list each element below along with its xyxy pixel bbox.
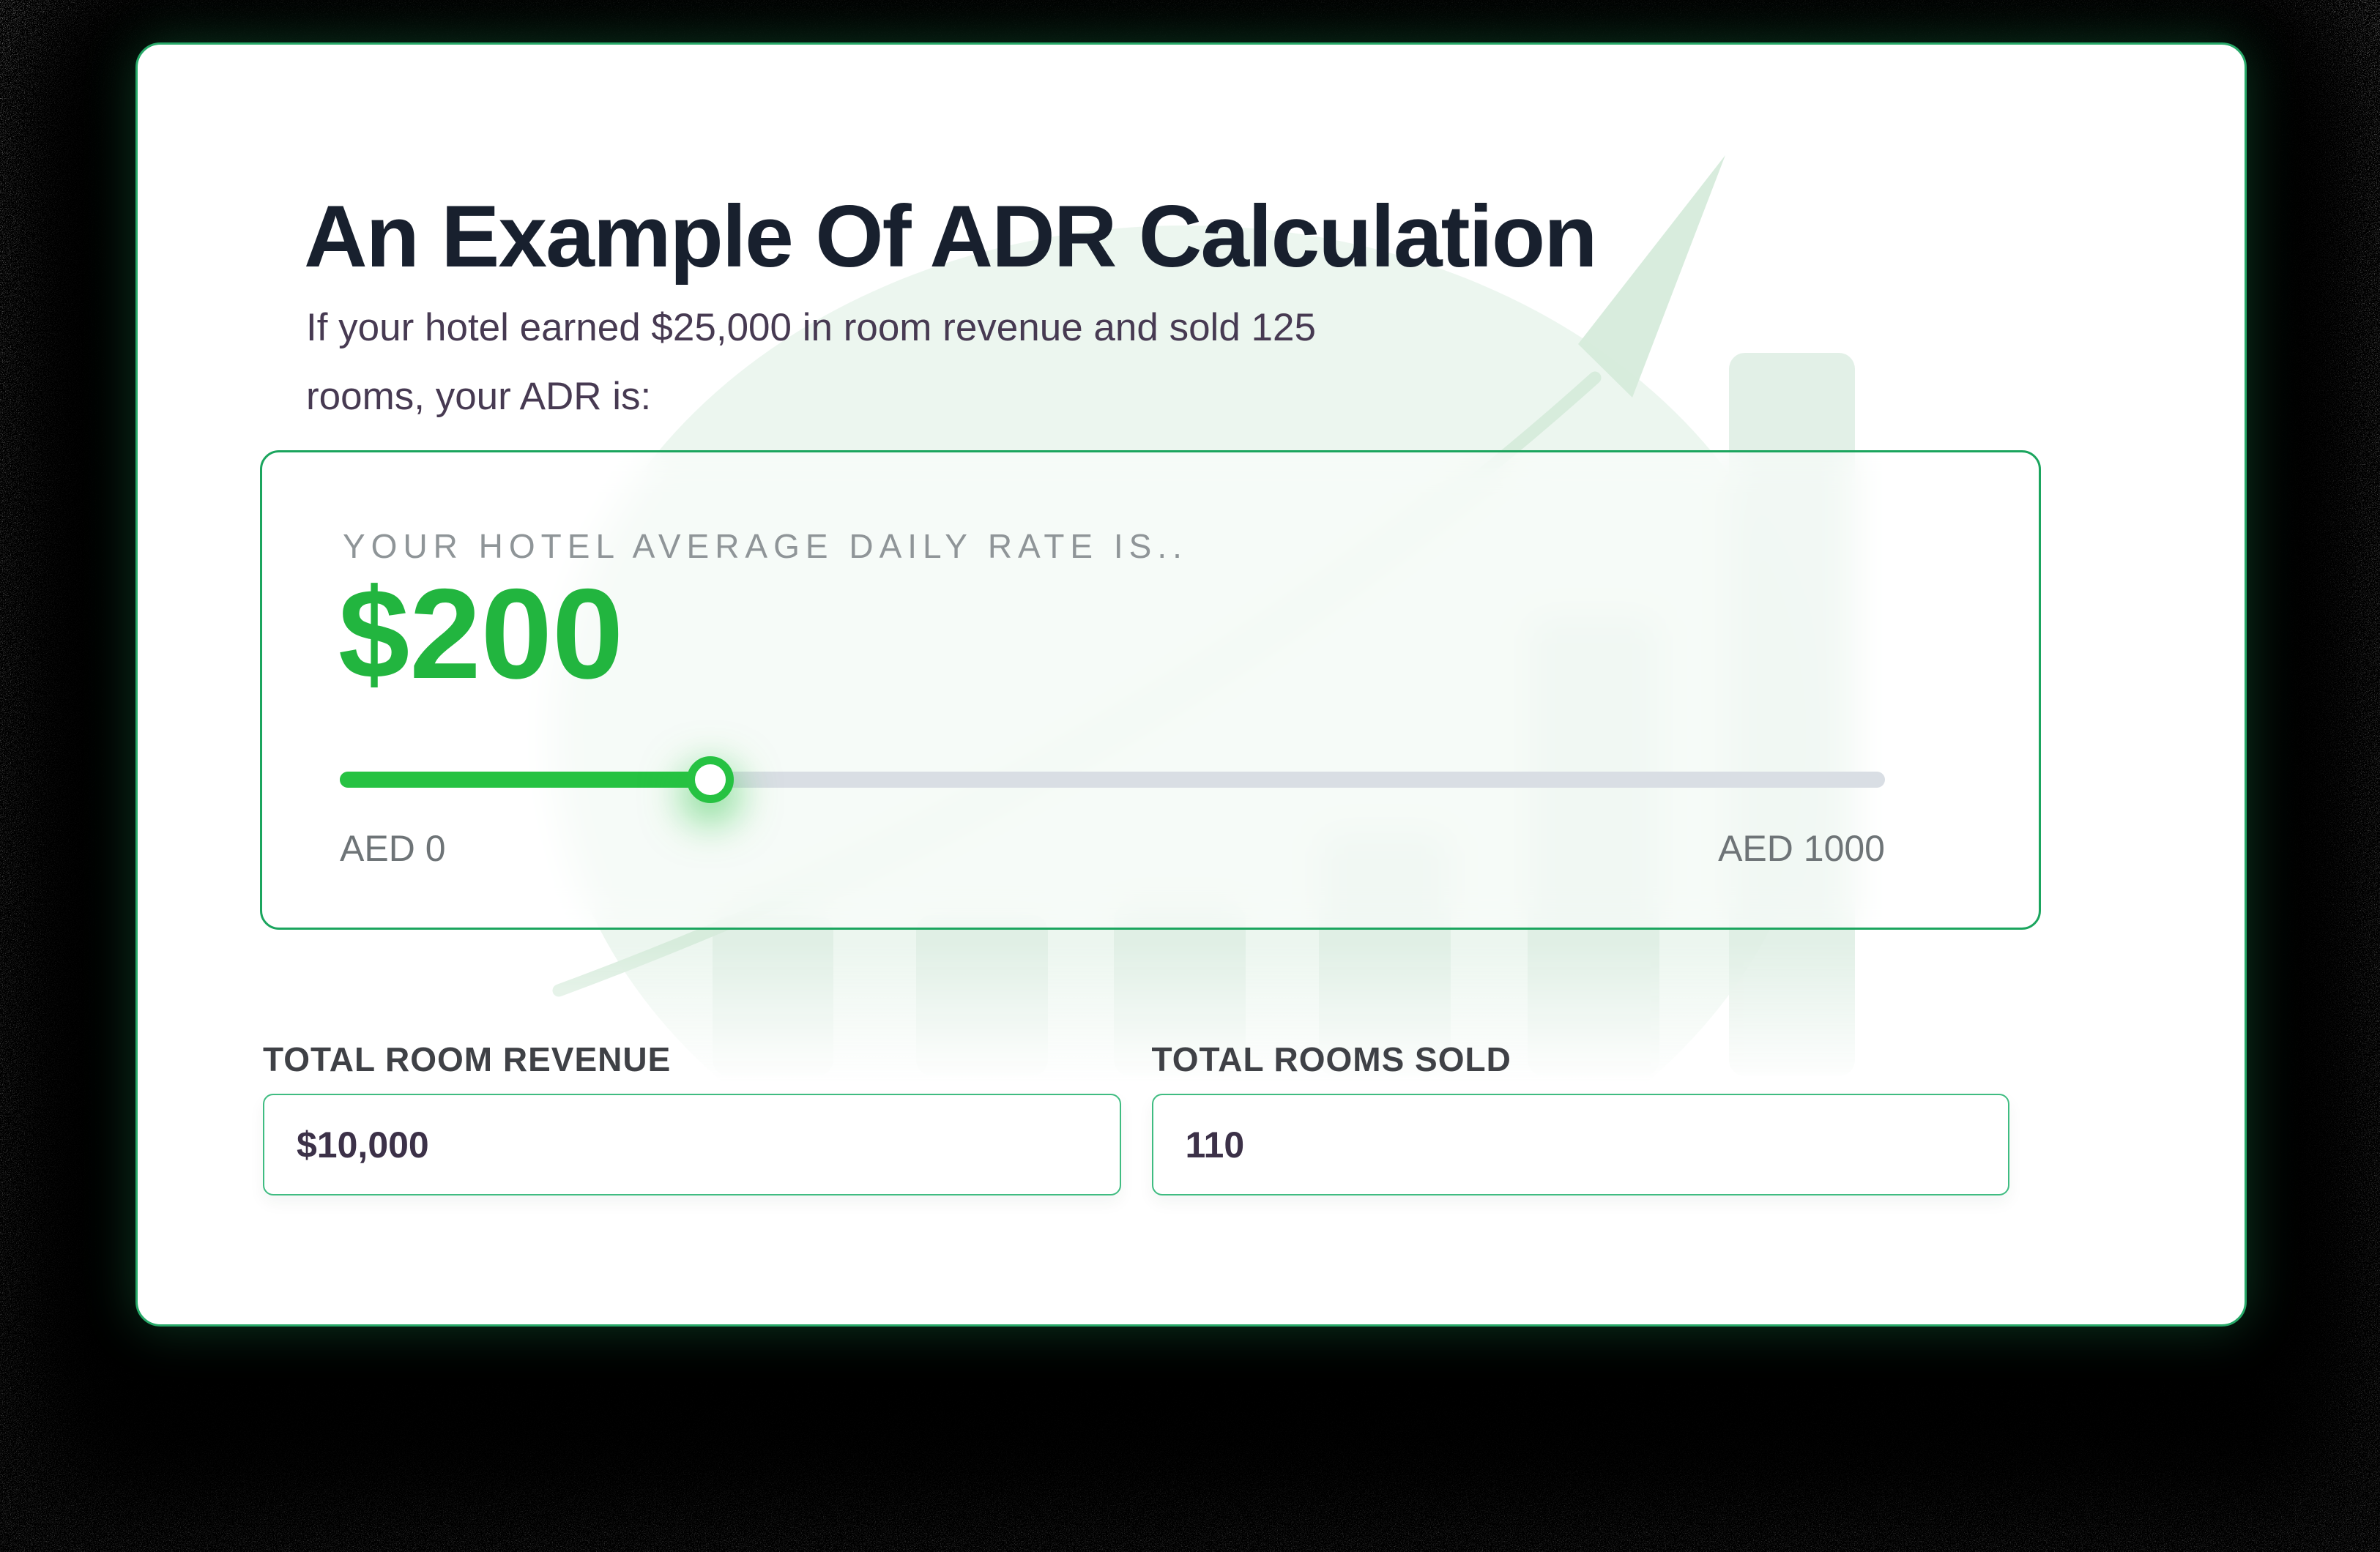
adr-result-label: YOUR HOTEL AVERAGE DAILY RATE IS..	[343, 527, 1188, 565]
adr-calculator-card: An Example Of ADR Calculation If your ho…	[135, 42, 2247, 1327]
total-rooms-sold-label: TOTAL ROOMS SOLD	[1151, 1040, 1511, 1078]
adr-value: $200	[338, 563, 624, 706]
adr-result-panel: YOUR HOTEL AVERAGE DAILY RATE IS.. $200 …	[260, 450, 2041, 930]
slider-max-label: AED 1000	[1718, 828, 1885, 869]
adr-slider[interactable]	[340, 756, 1885, 803]
intro-text-line2: rooms, your ADR is:	[306, 375, 652, 418]
slider-thumb[interactable]	[687, 756, 735, 803]
input-fields-row: TOTAL ROOM REVENUE TOTAL ROOMS SOLD	[263, 1042, 2009, 1195]
total-room-revenue-label: TOTAL ROOM REVENUE	[263, 1040, 672, 1078]
total-rooms-sold-field: TOTAL ROOMS SOLD	[1151, 1040, 2009, 1195]
intro-text-line1: If your hotel earned $25,000 in room rev…	[306, 306, 1316, 349]
slider-range-labels: AED 0 AED 1000	[340, 827, 1885, 870]
total-room-revenue-input[interactable]	[263, 1094, 1121, 1195]
total-room-revenue-field: TOTAL ROOM REVENUE	[263, 1042, 1121, 1195]
slider-min-label: AED 0	[340, 828, 446, 869]
intro-text: If your hotel earned $25,000 in room rev…	[306, 294, 1316, 431]
total-rooms-sold-input[interactable]	[1151, 1094, 2009, 1195]
slider-fill	[340, 772, 711, 788]
page-title: An Example Of ADR Calculation	[304, 187, 1597, 286]
